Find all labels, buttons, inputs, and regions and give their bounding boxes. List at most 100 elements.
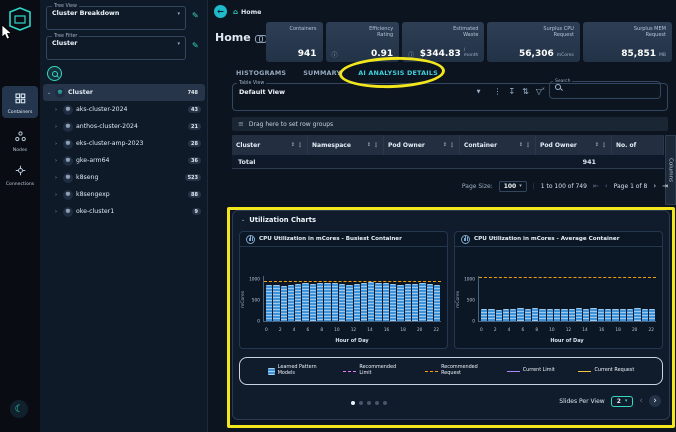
metric-card-surplus-cpu: Surplus CPU Request 56,306 mCores	[487, 22, 580, 62]
column-header-no-of[interactable]: No. of	[612, 135, 664, 155]
tab-ai-analysis-details[interactable]: AI ANALYSIS DETAILS	[358, 69, 438, 77]
last-page-button[interactable]: ⇥	[662, 182, 668, 190]
column-header-cluster[interactable]: Cluster ↕ ⋮	[232, 135, 308, 155]
download-icon[interactable]: ↧	[508, 87, 516, 96]
column-header-namespace[interactable]: Namespace ↕ ⋮	[308, 135, 384, 155]
chevron-right-icon[interactable]: ›	[55, 140, 57, 147]
chevron-right-icon[interactable]: ›	[55, 174, 57, 181]
sort-icon[interactable]: ↕	[366, 142, 371, 148]
sort-icon[interactable]: ↕	[518, 142, 523, 148]
sidebar-item-label: Nodes	[12, 148, 28, 153]
slides-per-view-control: Slides Per View 2 ▾ ‹ ›	[559, 395, 661, 407]
containers-icon	[15, 89, 26, 108]
clear-filter-icon[interactable]: ▽ ×	[535, 86, 545, 96]
next-page-button[interactable]: ›	[653, 182, 657, 190]
home-icon: ⌂	[233, 8, 239, 16]
tree-row[interactable]: › ☸ k8sengexp 88	[43, 186, 205, 203]
sort-icon[interactable]: ↕	[594, 142, 599, 148]
tree-row[interactable]: › ☸ gke-arm64 36	[43, 152, 205, 169]
collapse-rows-icon[interactable]: ⇅	[522, 87, 529, 96]
carousel-dot[interactable]	[375, 401, 379, 405]
back-button[interactable]: ←	[214, 5, 227, 18]
info-icon[interactable]: ⓘ	[408, 52, 415, 59]
icon-rail: Containers Nodes Connections ☾	[0, 0, 40, 432]
tab-bar: HISTOGRAMS SUMMARY AI ANALYSIS DETAILS	[236, 69, 438, 77]
column-header-pod-owner-2[interactable]: Pod Owner ↕ ⋮	[536, 135, 612, 155]
cluster-icon: ☸	[63, 189, 73, 200]
kebab-menu-icon[interactable]: ⋮	[493, 87, 502, 96]
column-header-container[interactable]: Container ↕ ⋮	[460, 135, 536, 155]
moon-icon: ☾	[14, 403, 24, 415]
cluster-icon: ☸	[63, 104, 73, 115]
table-view-toolbar: Table View Default View ▼ ⋮ ↧ ⇅ ▽ × Searc…	[232, 79, 668, 111]
chevron-right-icon[interactable]: ›	[55, 106, 57, 113]
table-view-label: Table View	[239, 81, 265, 86]
pattern-icon	[246, 234, 255, 244]
tree-row[interactable]: › ☸ anthos-cluster-2024 21	[43, 118, 205, 135]
tree-filter-select[interactable]: Tree Filter Cluster ▾	[46, 34, 186, 60]
kebab-menu-icon[interactable]: ⋮	[373, 141, 379, 149]
metric-card-surplus-mem: Surplus MEM Request 85,851 MB	[582, 22, 672, 62]
carousel-dot[interactable]	[367, 401, 371, 405]
edit-tree-view-icon[interactable]: ✎	[192, 11, 199, 20]
carousel-dot[interactable]	[383, 401, 387, 405]
link-icon[interactable]	[254, 34, 267, 43]
sidebar-item-nodes[interactable]: Nodes	[2, 124, 38, 156]
sort-icon[interactable]: ↕	[290, 142, 295, 148]
search-input[interactable]	[565, 83, 645, 90]
chevron-right-icon[interactable]: ›	[55, 191, 57, 198]
carousel-prev-button[interactable]: ‹	[639, 396, 643, 406]
tree-row[interactable]: › ☸ aks-cluster-2024 43	[43, 101, 205, 118]
tree-row-cluster-root[interactable]: ⌄ ☸ Cluster 748	[43, 84, 205, 101]
chevron-right-icon[interactable]: ›	[55, 123, 57, 130]
carousel-dot[interactable]	[359, 401, 363, 405]
main-content: ← ⌂ Home Home Containers 941 Efficiency …	[208, 0, 676, 432]
sort-icon[interactable]: ↕	[442, 142, 447, 148]
kebab-menu-icon[interactable]: ⋮	[449, 141, 455, 149]
app-logo[interactable]	[7, 6, 33, 32]
carousel-dot[interactable]	[351, 401, 355, 405]
tree-search-button[interactable]	[47, 66, 62, 81]
chevron-down-icon: ▾	[177, 10, 180, 17]
kebab-menu-icon[interactable]: ⋮	[525, 141, 531, 149]
info-icon[interactable]: ⓘ	[331, 52, 338, 59]
tree-view-select[interactable]: Tree View Cluster Breakdown ▾	[46, 4, 186, 30]
first-page-button[interactable]: ⇤	[592, 182, 599, 190]
legend-swatch	[267, 367, 275, 375]
breadcrumb[interactable]: ⌂ Home	[233, 8, 262, 16]
chevron-right-icon[interactable]: ›	[55, 208, 57, 215]
pagination-page: Page 1 of 8	[613, 182, 648, 190]
tab-summary[interactable]: SUMMARY	[303, 69, 342, 77]
x-axis-label: Hour of Day	[335, 338, 369, 344]
cluster-icon: ☸	[63, 155, 73, 166]
cluster-icon: ☸	[63, 121, 73, 132]
kebab-menu-icon[interactable]: ⋮	[297, 141, 303, 149]
sidebar-item-connections[interactable]: Connections	[2, 158, 38, 190]
chevron-down-icon: ▼	[476, 89, 481, 95]
cluster-icon: ☸	[63, 172, 73, 183]
edit-tree-filter-icon[interactable]: ✎	[192, 41, 199, 50]
kebab-menu-icon[interactable]: ⋮	[601, 141, 607, 149]
tree-row[interactable]: › ☸ k8seng 523	[43, 169, 205, 186]
sidebar-item-containers[interactable]: Containers	[2, 86, 38, 118]
metric-card-waste: Estimated Waste ⓘ $344.83 / month	[402, 22, 485, 62]
slides-per-view-select[interactable]: 2 ▾	[610, 395, 634, 407]
carousel-next-button[interactable]: ›	[649, 395, 661, 407]
y-axis-label: mCores	[456, 290, 461, 308]
tab-histograms[interactable]: HISTOGRAMS	[236, 69, 287, 77]
row-groups-dropzone[interactable]: ≡ Drag here to set row groups	[232, 117, 668, 131]
legend-swatch	[578, 370, 592, 372]
tree-row[interactable]: › ☸ oke-cluster1 9	[43, 203, 205, 220]
view-select[interactable]: Default View ▼	[239, 88, 481, 96]
legend-swatch	[343, 370, 357, 372]
x-axis-label: Hour of Day	[550, 338, 584, 344]
prev-page-button[interactable]: ‹	[604, 182, 608, 190]
tree-row[interactable]: › ☸ eks-cluster-amp-2023 28	[43, 135, 205, 152]
chevron-down-icon[interactable]: ⌄	[47, 89, 52, 96]
column-header-pod-owner[interactable]: Pod Owner ↕ ⋮	[384, 135, 460, 155]
utilization-charts-header[interactable]: ⌄ Utilization Charts	[241, 216, 317, 224]
utilization-charts-section: ⌄ Utilization Charts CPU Utilization in …	[232, 210, 670, 420]
chevron-right-icon[interactable]: ›	[55, 157, 57, 164]
page-size-select[interactable]: 100 ▾	[498, 180, 527, 192]
theme-toggle[interactable]: ☾	[10, 400, 28, 418]
